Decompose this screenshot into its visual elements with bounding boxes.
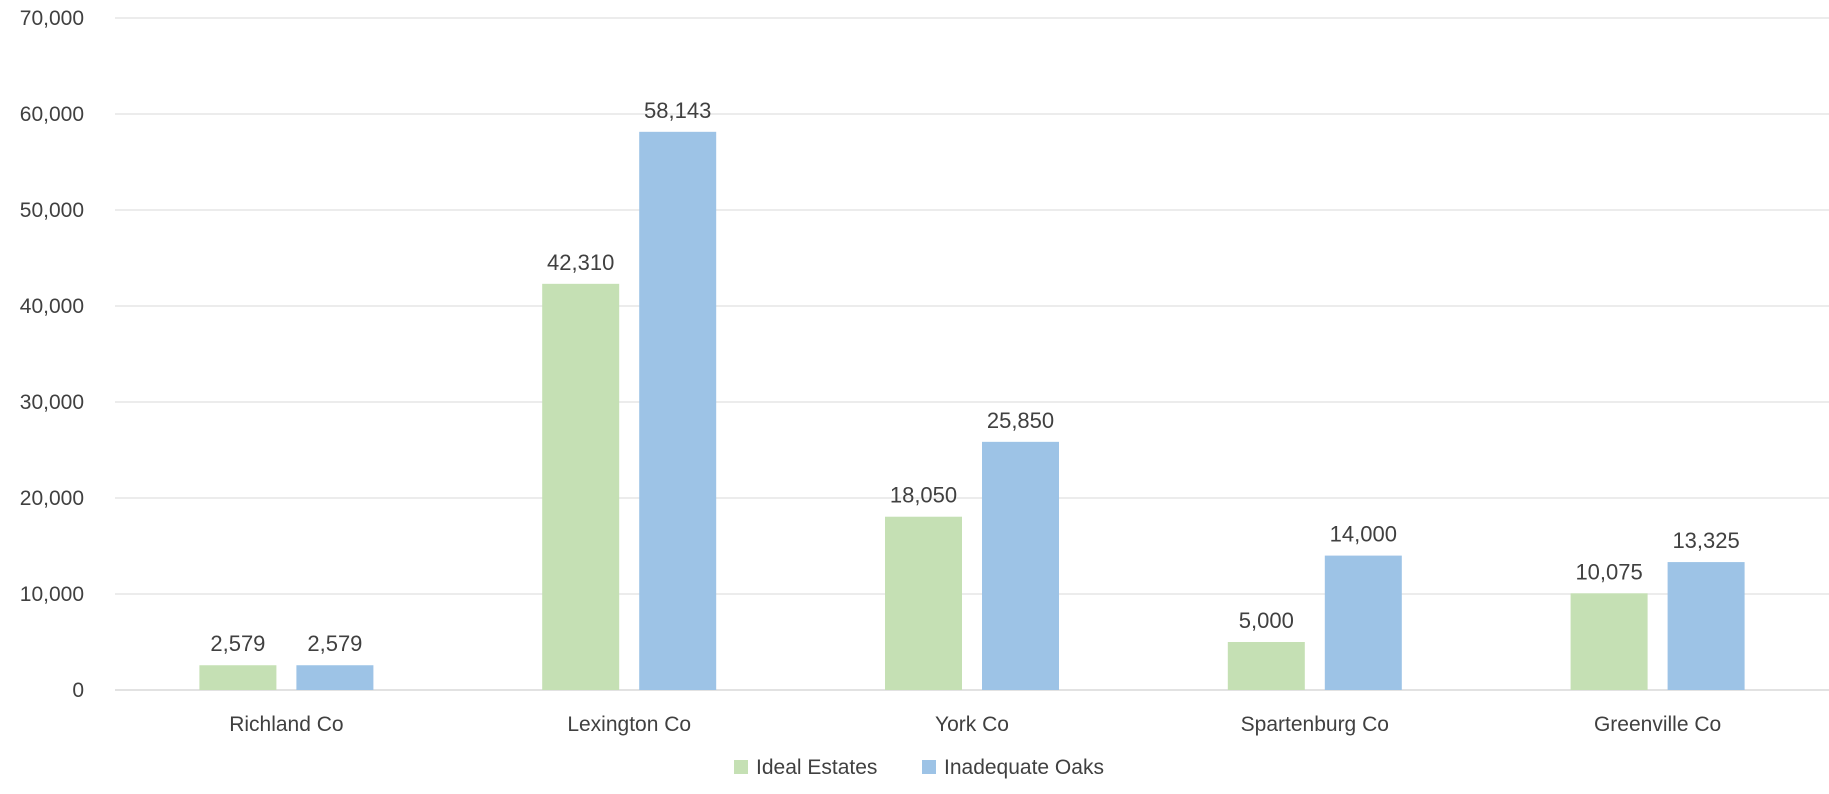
bar-ideal-estates	[1570, 593, 1648, 690]
data-label: 2,579	[307, 631, 362, 656]
category-label: Spartenburg Co	[1241, 713, 1389, 736]
data-label: 13,325	[1672, 528, 1739, 553]
bar-inadequate-oaks	[639, 131, 717, 690]
bar-ideal-estates	[1227, 642, 1305, 690]
y-tick-label: 10,000	[20, 583, 84, 606]
legend-swatch	[922, 760, 936, 774]
category-label: York Co	[935, 713, 1009, 736]
legend-swatch	[734, 760, 748, 774]
data-label: 58,143	[644, 98, 711, 123]
data-label: 10,075	[1575, 559, 1642, 584]
y-tick-label: 40,000	[20, 295, 84, 318]
legend-label: Inadequate Oaks	[944, 756, 1104, 779]
bar-inadequate-oaks	[1324, 555, 1402, 690]
bar-ideal-estates	[199, 665, 277, 690]
data-label: 2,579	[210, 631, 265, 656]
y-tick-label: 0	[72, 679, 84, 702]
category-label: Greenville Co	[1594, 713, 1721, 736]
bar-inadequate-oaks	[296, 665, 374, 690]
y-tick-label: 30,000	[20, 391, 84, 414]
y-tick-label: 50,000	[20, 199, 84, 222]
bar-inadequate-oaks	[1667, 562, 1745, 690]
bar-ideal-estates	[885, 516, 962, 690]
category-label: Lexington Co	[567, 713, 691, 736]
y-tick-label: 20,000	[20, 487, 84, 510]
data-label: 18,050	[890, 483, 957, 508]
data-label: 5,000	[1239, 608, 1294, 633]
y-tick-label: 60,000	[20, 103, 84, 126]
data-label: 14,000	[1330, 522, 1397, 547]
bar-ideal-estates	[542, 283, 620, 690]
legend-label: Ideal Estates	[756, 756, 877, 779]
y-tick-label: 70,000	[20, 7, 84, 30]
bar-inadequate-oaks	[982, 441, 1059, 690]
category-label: Richland Co	[229, 713, 343, 736]
data-label: 25,850	[987, 408, 1054, 433]
data-label: 42,310	[547, 250, 614, 275]
